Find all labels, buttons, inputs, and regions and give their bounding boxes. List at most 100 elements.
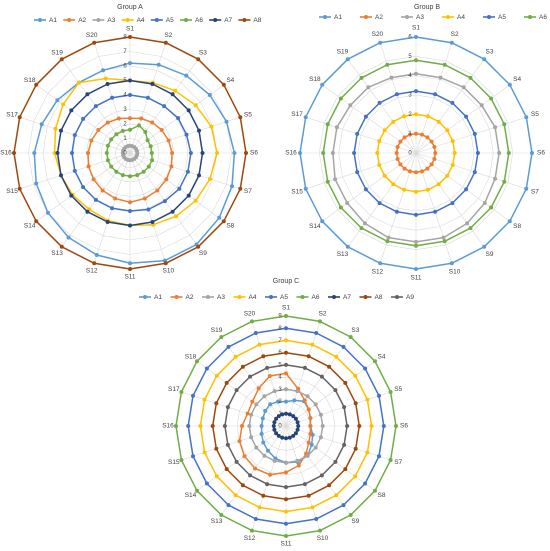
chart-3-point-A1 — [261, 440, 266, 445]
chart-1-point-A8 — [17, 115, 22, 120]
chart-1-point-A6 — [105, 143, 110, 148]
chart-3-point-A2 — [308, 431, 313, 436]
chart-1-point-A8 — [163, 40, 168, 45]
chart-1-point-A2 — [142, 196, 147, 201]
chart-3-tick-label: 3 — [278, 387, 282, 393]
chart-1-point-A5 — [184, 132, 189, 137]
chart-2-point-A5 — [355, 170, 360, 175]
chart-1-point-A7 — [186, 193, 191, 198]
chart-1-point-A4 — [209, 124, 214, 129]
chart-2-point-A2 — [429, 139, 434, 144]
chart-3-point-A8 — [224, 380, 229, 385]
chart-3-axis-label: S13 — [211, 518, 223, 525]
chart-2-point-A5 — [394, 92, 399, 97]
chart-3-point-A4 — [202, 397, 207, 402]
chart-3-point-A8 — [357, 424, 362, 428]
chart-3-point-A3 — [305, 394, 310, 399]
chart-3-point-A5 — [226, 503, 231, 508]
chart-2-point-A3 — [386, 235, 391, 240]
chart-3-point-A3 — [249, 412, 254, 417]
chart-3-point-A9 — [265, 365, 270, 370]
chart-2-point-A3 — [334, 125, 339, 130]
chart-3-point-A7 — [291, 433, 296, 438]
chart-3-point-A1 — [309, 442, 314, 447]
chart-1-point-A8 — [244, 151, 248, 155]
chart-1-point-A2 — [89, 138, 94, 143]
chart-1-legend-label-A4: A4 — [137, 17, 145, 24]
chart-3-point-A3 — [284, 460, 288, 465]
chart-1-point-A5 — [128, 93, 132, 97]
chart-1-legend-marker-A5 — [154, 18, 159, 22]
chart-2-point-A4 — [382, 128, 387, 133]
chart-3-point-A6 — [195, 488, 199, 493]
chart-3-point-A2 — [308, 424, 313, 428]
chart-2-point-A5 — [464, 187, 469, 192]
chart-3-point-A8 — [210, 424, 215, 428]
chart-2-point-A6 — [325, 122, 330, 127]
chart-1-point-A6 — [146, 164, 151, 169]
chart-3-point-A5 — [284, 521, 288, 526]
chart-1-point-A8 — [221, 219, 226, 224]
chart-1-point-A8 — [17, 186, 22, 191]
chart-1-point-A1 — [156, 62, 161, 67]
chart-1-point-A2 — [96, 128, 101, 132]
chart-2-point-A3 — [333, 177, 338, 182]
chart-2-point-A1 — [507, 82, 512, 87]
chart-1-point-A1 — [224, 119, 229, 124]
chart-3-point-A9 — [319, 473, 324, 478]
chart-3-point-A8 — [284, 497, 288, 502]
chart-2-point-A3 — [441, 235, 446, 240]
chart-2-point-A4 — [425, 114, 430, 119]
chart-3-axis-label: S9 — [351, 518, 359, 525]
chart-3-spoke — [285, 361, 376, 427]
chart-3-point-A6 — [250, 528, 254, 533]
chart-3-tick-label: 9 — [278, 314, 282, 320]
chart-2-point-A4 — [452, 151, 457, 155]
chart-1-axis-label: S8 — [226, 223, 234, 230]
chart-2-point-A3 — [366, 85, 371, 90]
chart-1-point-A8 — [34, 219, 39, 224]
chart-1-point-A8 — [238, 115, 243, 120]
chart-1-point-A4 — [173, 88, 178, 93]
chart-1-point-A6 — [135, 173, 140, 178]
chart-3-point-A3 — [318, 435, 323, 440]
chart-2-point-A1 — [320, 82, 325, 87]
chart-1-axis-label: S18 — [24, 77, 36, 84]
chart-3-point-A7 — [293, 431, 298, 436]
chart-2-legend-marker-A2 — [364, 15, 368, 19]
chart-3-point-A1 — [260, 416, 265, 421]
chart-2-point-A1 — [449, 261, 454, 266]
chart-2-point-A4 — [391, 182, 396, 187]
chart-3-point-A2 — [240, 424, 244, 428]
chart-3-axis-label: S14 — [185, 492, 197, 499]
chart-2-point-A6 — [468, 75, 473, 80]
chart-2-point-A2 — [414, 131, 418, 136]
chart-3-point-A8 — [327, 483, 332, 488]
chart-3-point-A9 — [234, 459, 239, 464]
chart-3-point-A7 — [272, 427, 277, 432]
chart-2-point-A2 — [398, 139, 403, 144]
chart-3-point-A2 — [253, 466, 258, 471]
chart-2-axis-label: S17 — [291, 111, 303, 118]
chart-1-legend-label-A3: A3 — [107, 17, 115, 24]
chart-1-series-line-A1 — [33, 62, 236, 264]
chart-1-point-A8 — [238, 186, 243, 191]
chart-2-point-A4 — [377, 162, 382, 167]
chart-1-point-A6 — [141, 169, 146, 174]
chart-2-axis-label: S4 — [513, 76, 521, 83]
chart-1-point-A2 — [166, 138, 171, 143]
chart-1-point-A5 — [110, 95, 115, 100]
chart-1-point-A8 — [92, 40, 97, 45]
chart-3-point-A4 — [284, 509, 288, 514]
chart-1-point-A4 — [174, 214, 178, 219]
chart-1-tick-label: 3 — [123, 107, 127, 113]
chart-1-point-A6 — [114, 169, 119, 174]
chart-1-point-A7 — [55, 151, 60, 155]
chart-2-point-A3 — [461, 85, 466, 90]
chart-3-axis-label: S7 — [394, 459, 402, 466]
chart-1-point-A4 — [61, 102, 66, 107]
chart-2-point-A6 — [338, 205, 343, 210]
chart-3-point-A2 — [245, 411, 250, 416]
chart-2-point-A5 — [464, 114, 469, 119]
chart-2-point-A6 — [359, 75, 364, 80]
